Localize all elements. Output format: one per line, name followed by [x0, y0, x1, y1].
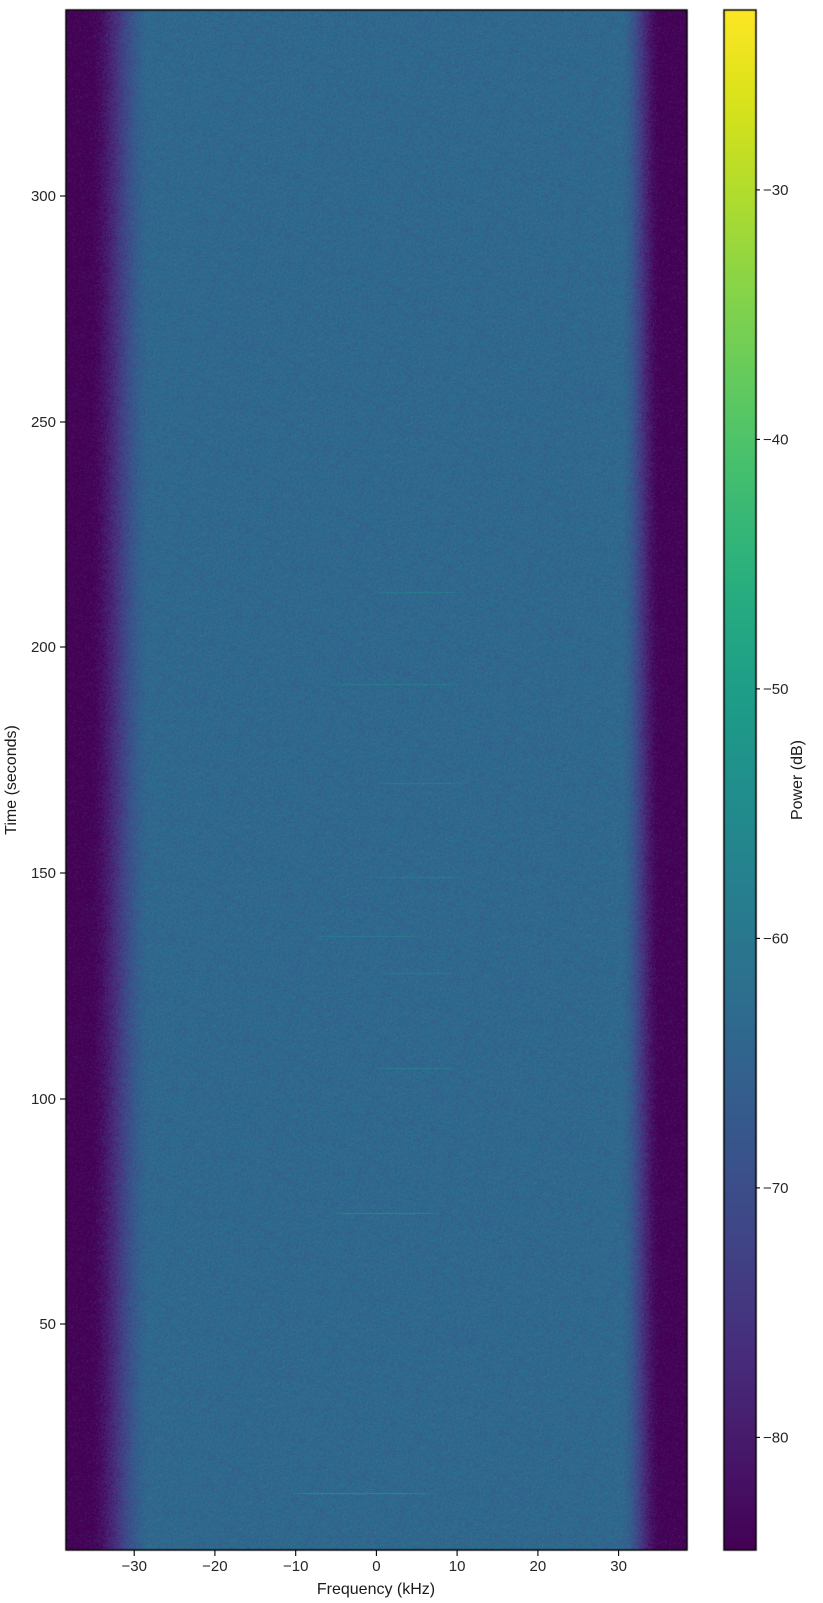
svg-text:100: 100 — [31, 1091, 56, 1108]
svg-text:−10: −10 — [283, 1558, 308, 1575]
svg-text:Frequency (kHz): Frequency (kHz) — [317, 1581, 435, 1598]
svg-text:300: 300 — [31, 188, 56, 205]
svg-text:Power (dB): Power (dB) — [789, 740, 806, 820]
svg-text:250: 250 — [31, 414, 56, 431]
svg-text:−30: −30 — [763, 182, 788, 199]
svg-text:0: 0 — [372, 1558, 380, 1575]
svg-text:−80: −80 — [763, 1430, 788, 1447]
svg-text:−30: −30 — [121, 1558, 146, 1575]
svg-text:20: 20 — [530, 1558, 547, 1575]
svg-text:Time (seconds): Time (seconds) — [3, 725, 20, 835]
svg-text:−20: −20 — [202, 1558, 227, 1575]
svg-text:−50: −50 — [763, 681, 788, 698]
svg-text:30: 30 — [610, 1558, 627, 1575]
svg-text:−40: −40 — [763, 432, 788, 449]
svg-text:150: 150 — [31, 865, 56, 882]
svg-text:200: 200 — [31, 639, 56, 656]
svg-text:−70: −70 — [763, 1180, 788, 1197]
svg-text:10: 10 — [449, 1558, 466, 1575]
svg-text:50: 50 — [39, 1316, 56, 1333]
svg-text:−60: −60 — [763, 931, 788, 948]
